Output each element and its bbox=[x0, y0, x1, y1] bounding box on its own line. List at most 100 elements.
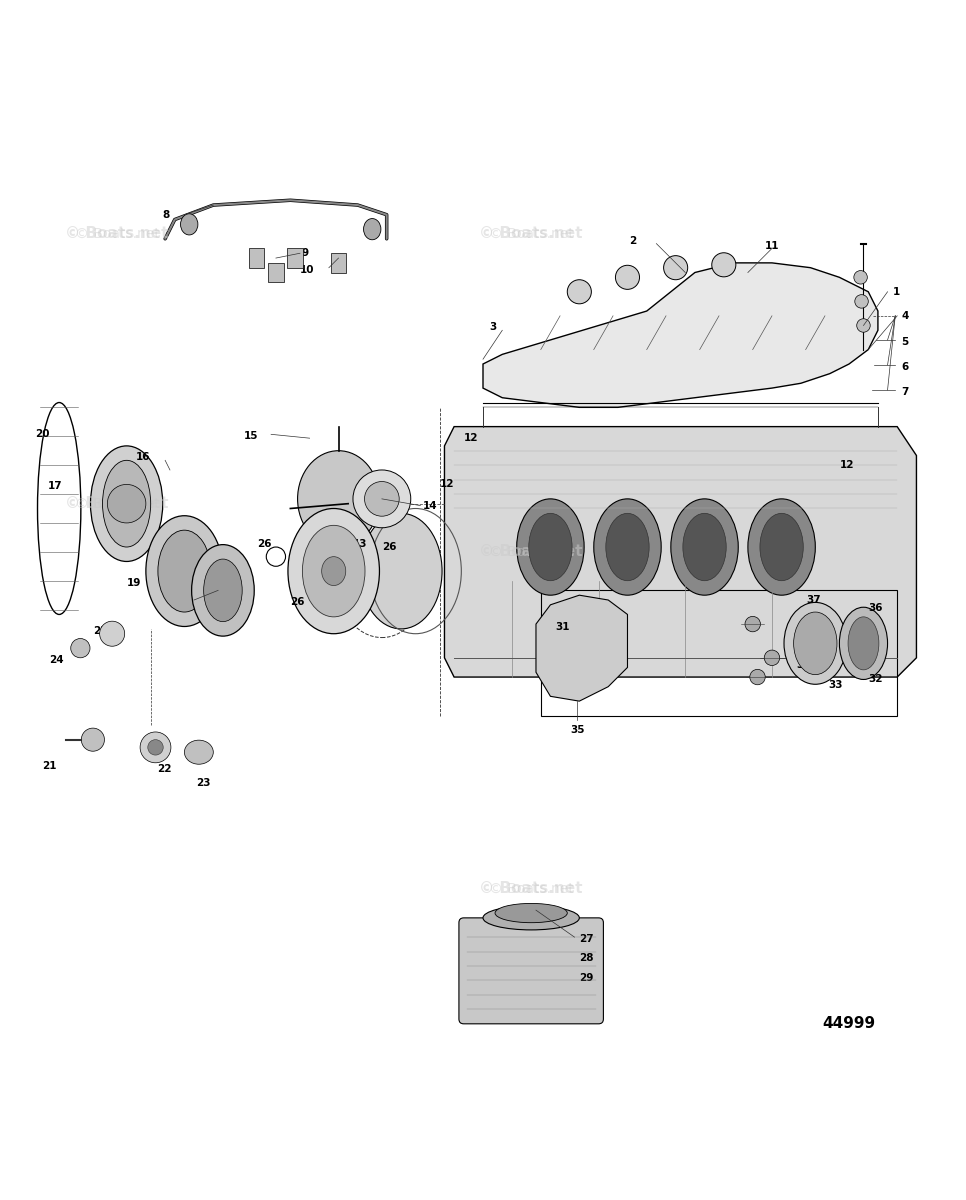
Circle shape bbox=[107, 485, 146, 523]
Ellipse shape bbox=[848, 617, 879, 670]
Text: 24: 24 bbox=[49, 655, 64, 665]
Text: 31: 31 bbox=[555, 622, 570, 632]
Text: 19: 19 bbox=[127, 577, 141, 588]
Circle shape bbox=[857, 319, 870, 332]
Ellipse shape bbox=[794, 612, 837, 674]
Text: 22: 22 bbox=[157, 763, 172, 774]
Text: 16: 16 bbox=[136, 452, 151, 462]
Text: 32: 32 bbox=[868, 674, 883, 684]
Text: 26: 26 bbox=[291, 596, 305, 607]
Text: 17: 17 bbox=[47, 481, 62, 491]
Text: © Boats.net: © Boats.net bbox=[479, 882, 582, 896]
Text: 25: 25 bbox=[93, 626, 107, 636]
Text: © Boats.net: © Boats.net bbox=[74, 497, 159, 511]
Ellipse shape bbox=[495, 904, 567, 923]
Ellipse shape bbox=[760, 514, 804, 581]
Text: 6: 6 bbox=[901, 362, 908, 372]
Text: 21: 21 bbox=[42, 761, 56, 770]
Text: 10: 10 bbox=[299, 265, 315, 275]
Text: 34: 34 bbox=[810, 660, 825, 671]
Ellipse shape bbox=[517, 499, 584, 595]
FancyBboxPatch shape bbox=[459, 918, 604, 1024]
Text: © Boats.net: © Boats.net bbox=[489, 545, 574, 559]
Text: © Boats.net: © Boats.net bbox=[74, 227, 159, 241]
Text: 33: 33 bbox=[828, 679, 842, 690]
Text: © Boats.net: © Boats.net bbox=[489, 882, 574, 896]
Bar bbox=[269, 263, 284, 282]
Text: 30: 30 bbox=[796, 660, 810, 671]
Ellipse shape bbox=[528, 514, 572, 581]
Text: © Boats.net: © Boats.net bbox=[479, 545, 582, 559]
Ellipse shape bbox=[191, 545, 254, 636]
Ellipse shape bbox=[157, 530, 211, 612]
Ellipse shape bbox=[363, 218, 381, 240]
Text: 26: 26 bbox=[319, 539, 333, 550]
Ellipse shape bbox=[102, 461, 151, 547]
PathPatch shape bbox=[483, 263, 878, 407]
Circle shape bbox=[764, 650, 780, 666]
Text: 9: 9 bbox=[302, 248, 309, 258]
Text: 4: 4 bbox=[901, 311, 908, 320]
Text: © Boats.net: © Boats.net bbox=[489, 227, 574, 241]
Bar bbox=[330, 253, 346, 272]
Circle shape bbox=[81, 728, 104, 751]
Bar bbox=[288, 248, 303, 268]
Ellipse shape bbox=[181, 214, 198, 235]
Circle shape bbox=[71, 638, 90, 658]
Ellipse shape bbox=[204, 559, 242, 622]
Circle shape bbox=[745, 617, 760, 631]
Ellipse shape bbox=[748, 499, 815, 595]
Ellipse shape bbox=[664, 256, 688, 280]
Text: 14: 14 bbox=[423, 500, 438, 511]
Ellipse shape bbox=[288, 509, 380, 634]
Circle shape bbox=[148, 739, 163, 755]
Text: 29: 29 bbox=[580, 972, 594, 983]
Text: 26: 26 bbox=[382, 542, 396, 552]
Text: 35: 35 bbox=[570, 725, 584, 736]
Ellipse shape bbox=[683, 514, 726, 581]
Text: 44999: 44999 bbox=[822, 1016, 875, 1031]
Circle shape bbox=[855, 295, 868, 308]
Ellipse shape bbox=[784, 602, 846, 684]
Text: © Boats.net: © Boats.net bbox=[66, 496, 169, 511]
Text: 37: 37 bbox=[807, 595, 821, 605]
Ellipse shape bbox=[606, 514, 649, 581]
Text: 27: 27 bbox=[580, 934, 594, 944]
PathPatch shape bbox=[536, 595, 628, 701]
Text: 15: 15 bbox=[244, 431, 259, 442]
Ellipse shape bbox=[146, 516, 223, 626]
Ellipse shape bbox=[712, 253, 736, 277]
PathPatch shape bbox=[444, 427, 917, 677]
Bar bbox=[541, 590, 897, 715]
Text: 12: 12 bbox=[440, 480, 454, 490]
Text: 20: 20 bbox=[35, 430, 49, 439]
Circle shape bbox=[364, 481, 399, 516]
Circle shape bbox=[854, 270, 867, 284]
Bar bbox=[249, 248, 265, 268]
Text: © Boats.net: © Boats.net bbox=[66, 227, 169, 241]
Circle shape bbox=[140, 732, 171, 763]
Text: 8: 8 bbox=[162, 210, 170, 220]
Ellipse shape bbox=[594, 499, 661, 595]
Text: 12: 12 bbox=[839, 460, 854, 470]
Ellipse shape bbox=[839, 607, 888, 679]
Circle shape bbox=[99, 622, 125, 647]
Text: 26: 26 bbox=[257, 539, 271, 550]
Ellipse shape bbox=[185, 740, 213, 764]
Ellipse shape bbox=[298, 451, 380, 547]
Ellipse shape bbox=[567, 280, 591, 304]
Text: 5: 5 bbox=[901, 337, 908, 347]
Circle shape bbox=[750, 670, 765, 685]
Ellipse shape bbox=[483, 906, 580, 930]
Ellipse shape bbox=[615, 265, 639, 289]
Ellipse shape bbox=[322, 557, 346, 586]
Text: 12: 12 bbox=[464, 433, 478, 443]
Text: 36: 36 bbox=[868, 602, 883, 613]
Ellipse shape bbox=[302, 526, 365, 617]
Text: 3: 3 bbox=[489, 323, 497, 332]
Ellipse shape bbox=[670, 499, 738, 595]
Circle shape bbox=[353, 470, 411, 528]
Ellipse shape bbox=[91, 446, 162, 562]
Text: 28: 28 bbox=[580, 953, 594, 964]
Text: 2: 2 bbox=[629, 235, 636, 246]
